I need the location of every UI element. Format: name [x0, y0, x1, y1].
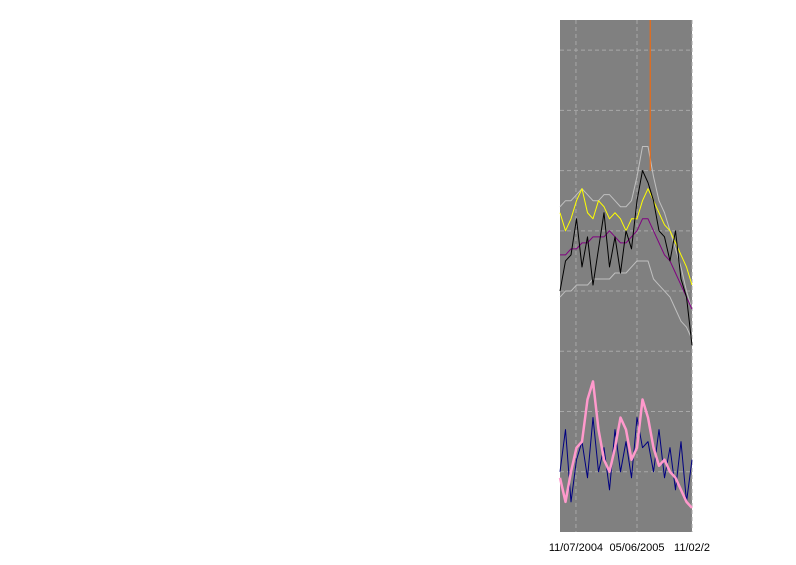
series-line	[559, 170, 693, 346]
series-line	[558, 380, 693, 509]
x-tick-label: 05/06/2005	[609, 542, 664, 554]
plot-area	[560, 20, 692, 532]
x-tick-label: 11/02/2	[674, 542, 710, 554]
series-line	[559, 260, 693, 340]
x-tick-label: 11/07/2004	[549, 542, 603, 554]
